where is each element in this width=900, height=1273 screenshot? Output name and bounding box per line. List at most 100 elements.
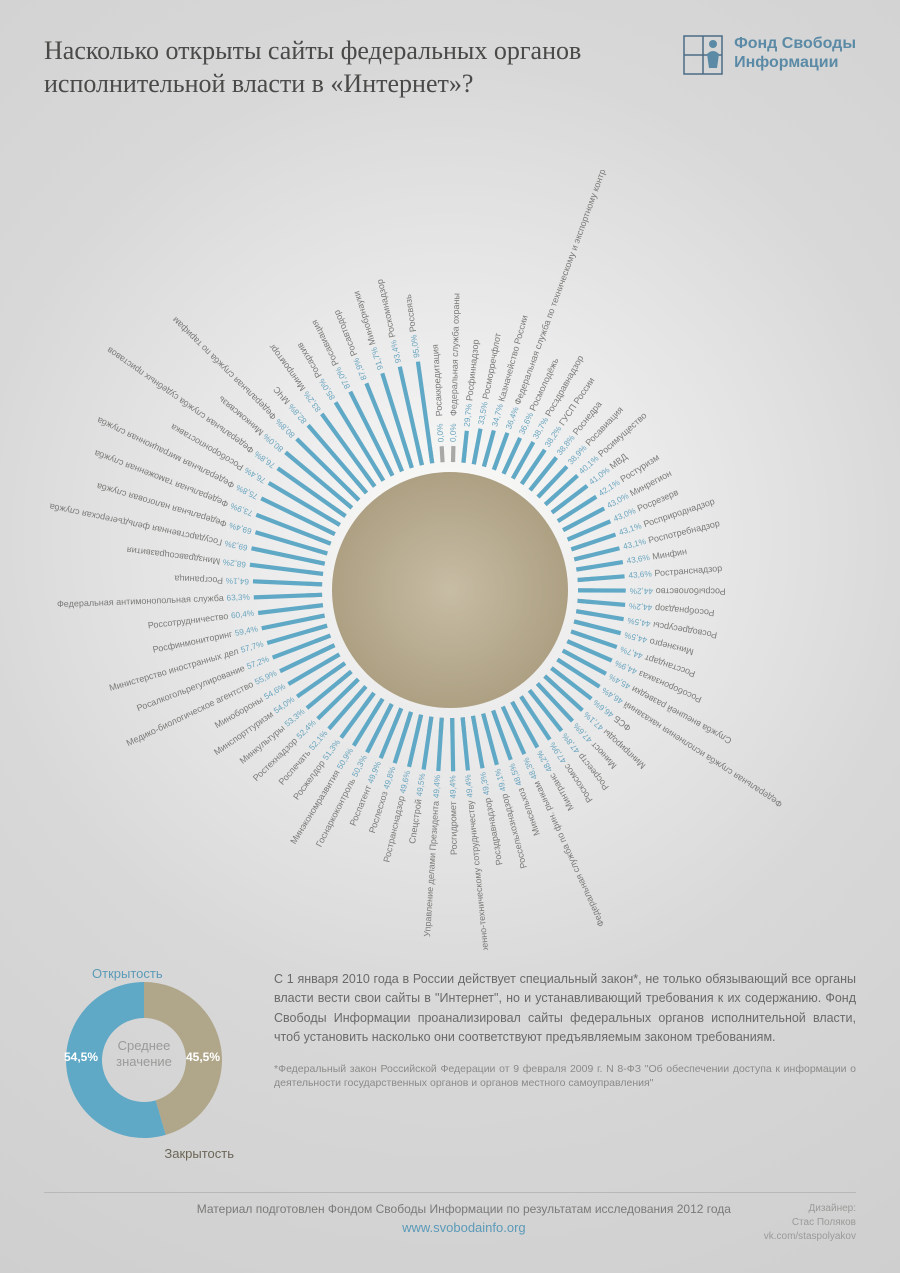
svg-text:Федеральная служба по техничес: Федеральная служба по техническому и экс… [512,170,613,406]
svg-text:49,3%: 49,3% [478,771,491,795]
svg-text:49,1%: 49,1% [493,768,508,793]
svg-text:Россвязь: Россвязь [403,293,418,332]
svg-text:83,2%: 83,2% [302,389,323,413]
svg-text:49,9%: 49,9% [366,760,383,785]
svg-text:43,1%: 43,1% [618,521,643,537]
svg-text:0,0%: 0,0% [436,423,446,442]
svg-text:43,6%: 43,6% [626,553,650,566]
svg-text:44,2%: 44,2% [630,586,653,595]
svg-text:МВД: МВД [608,451,630,471]
donut-open-label: Открытость [92,966,163,981]
donut-chart: Открытость Среднее значение 54,5% 45,5% … [44,970,244,1155]
svg-text:Министерство иностранных дел: Министерство иностранных дел [108,646,240,693]
org-name: Фонд Свободы Информации [734,34,856,72]
org-logo: Фонд Свободы Информации [682,34,856,76]
svg-text:57,2%: 57,2% [246,654,271,671]
svg-text:44,5%: 44,5% [627,616,651,629]
svg-text:68,2%: 68,2% [222,557,246,569]
svg-text:Ространснадзор: Ространснадзор [654,563,723,578]
svg-text:93,4%: 93,4% [389,339,403,364]
svg-text:44,5%: 44,5% [623,630,648,644]
svg-text:51,3%: 51,3% [321,738,342,762]
svg-text:Росрыболовство: Росрыболовство [656,586,726,596]
svg-text:87,9%: 87,9% [352,357,369,382]
svg-text:59,4%: 59,4% [234,624,259,637]
svg-text:43,0%: 43,0% [612,506,637,523]
svg-text:85,0%: 85,0% [317,377,337,402]
svg-text:45,4%: 45,4% [607,672,632,691]
svg-text:43,6%: 43,6% [628,569,652,580]
svg-text:МЧС: МЧС [271,384,292,406]
svg-text:82,8%: 82,8% [287,402,309,425]
svg-text:Спецстрой: Спецстрой [407,798,423,844]
svg-text:0,0%: 0,0% [449,423,458,442]
svg-text:48,5%: 48,5% [508,762,524,787]
svg-text:Росгидромет: Росгидромет [448,801,459,855]
svg-text:Федеральная служба охраны: Федеральная служба охраны [448,293,461,416]
svg-text:Росаккредитация: Росаккредитация [430,344,444,417]
svg-text:69,4%: 69,4% [228,520,253,535]
donut-closed-label: Закрытость [164,1146,234,1161]
svg-text:49,4%: 49,4% [432,775,442,799]
svg-text:54,6%: 54,6% [262,682,287,701]
svg-text:63,3%: 63,3% [226,593,250,603]
divider [44,1192,856,1193]
svg-text:75,8%: 75,8% [235,483,260,501]
svg-text:36,4%: 36,4% [504,406,520,431]
svg-text:49,6%: 49,6% [398,770,412,795]
svg-text:76,8%: 76,8% [253,449,277,470]
svg-text:69,3%: 69,3% [224,539,249,553]
svg-text:Росводресурсы: Росводресурсы [652,620,718,641]
svg-text:57,7%: 57,7% [240,640,265,655]
svg-text:Минфин: Минфин [652,546,688,561]
svg-text:49,4%: 49,4% [463,774,474,798]
svg-text:Россотрудничество: Россотрудничество [147,611,229,631]
svg-text:43,1%: 43,1% [622,537,647,551]
credits: Материал подготовлен Фондом Свободы Инфо… [44,1202,856,1244]
page-title: Насколько открыты сайты федеральных орга… [44,34,644,101]
svg-text:Федеральная антимонопольная сл: Федеральная антимонопольная служба [57,593,224,609]
svg-text:76,4%: 76,4% [243,465,268,485]
svg-text:43,0%: 43,0% [605,491,630,510]
logo-icon [682,34,724,76]
svg-text:Роскомнадзор: Роскомнадзор [375,278,398,338]
svg-text:Минздравсоцразвития: Минздравсоцразвития [126,545,221,567]
svg-text:Росфиннадзор: Росфиннадзор [464,339,480,401]
credit-main: Материал подготовлен Фондом Свободы Инфо… [164,1202,764,1244]
svg-text:48,3%: 48,3% [522,756,540,781]
svg-text:Рособрнадзор: Рособрнадзор [655,603,715,618]
svg-text:Росархив: Росархив [295,341,324,380]
donut-open-pct: 54,5% [64,1050,98,1064]
svg-text:ФСБ: ФСБ [612,714,633,734]
donut-closed-pct: 45,5% [186,1050,220,1064]
svg-text:80,0%: 80,0% [262,432,286,454]
svg-text:49,8%: 49,8% [382,766,398,791]
radial-chart: 95,0% Россвязь93,4%Роскомнадзор 91,7%Миноб… [0,170,900,950]
svg-text:80,8%: 80,8% [274,417,297,440]
svg-text:Росграница: Росграница [174,574,223,586]
svg-text:49,5%: 49,5% [415,773,427,797]
body-text: С 1 января 2010 года в России действует … [274,970,856,1091]
svg-text:Минэнерго: Минэнерго [648,636,694,657]
svg-text:91,7%: 91,7% [370,346,386,371]
svg-text:Росавтодор: Росавтодор [332,309,360,358]
body-para: С 1 января 2010 года в России действует … [274,970,856,1048]
svg-text:87,0%: 87,0% [334,366,352,391]
svg-text:Государственная фельдъегерская: Государственная фельдъегерская служба [49,502,223,548]
svg-text:Управление делами Президента: Управление делами Президента [422,801,441,938]
svg-text:95,0%: 95,0% [409,334,421,358]
svg-text:34,7%: 34,7% [490,403,505,428]
svg-text:48,2%: 48,2% [535,749,554,774]
svg-text:Федеральная служба исполнения: Федеральная служба исполнения наказаний [622,699,785,809]
svg-text:Рослесхоз: Рослесхоз [367,790,390,834]
svg-text:60,4%: 60,4% [231,609,255,621]
svg-text:Росздравнадзор: Росздравнадзор [482,797,504,866]
svg-text:55,9%: 55,9% [253,669,278,687]
svg-text:Минобрнауки: Минобрнауки [351,290,377,346]
svg-text:73,9%: 73,9% [229,501,254,518]
svg-text:64,1%: 64,1% [226,576,250,586]
svg-text:49,4%: 49,4% [448,775,457,798]
footnote: *Федеральный закон Российской Федерации … [274,1062,856,1091]
svg-text:50,3%: 50,3% [350,754,369,779]
svg-text:44,7%: 44,7% [619,644,644,660]
